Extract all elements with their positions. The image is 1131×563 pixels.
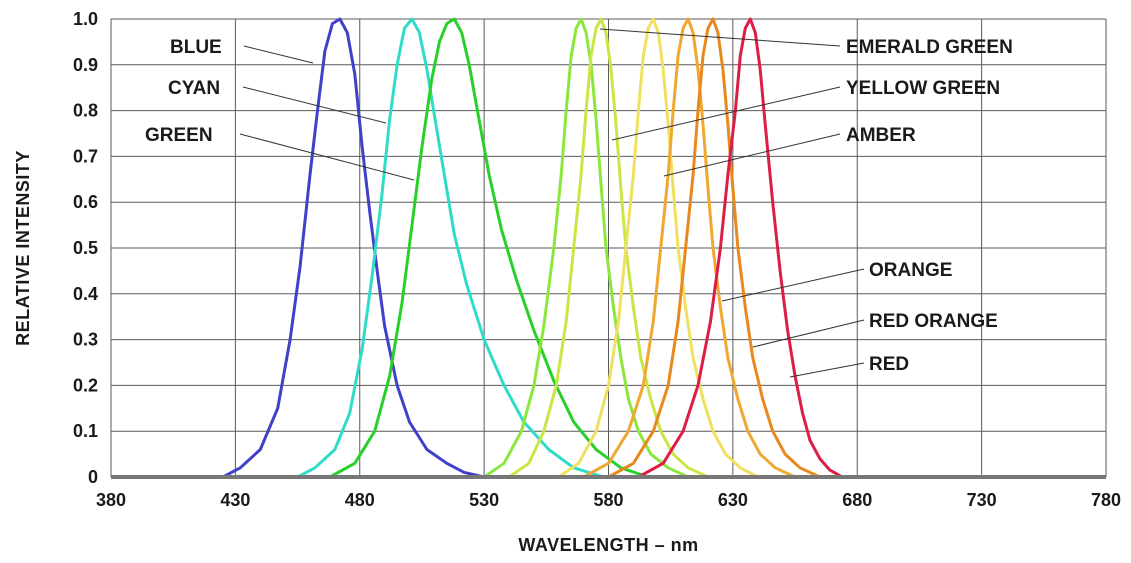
series-line-cyan (296, 17, 605, 479)
series-line-blue (221, 17, 486, 479)
y-tick-label: 0.3 (73, 330, 98, 350)
leader-line (239, 133, 415, 181)
series-label-orange: ORANGE (869, 260, 952, 281)
y-tick-label: 0.4 (73, 284, 98, 304)
leader-line (789, 362, 865, 378)
grid (110, 18, 1107, 478)
x-tick-label: 530 (469, 490, 499, 510)
y-tick-label: 0.9 (73, 55, 98, 75)
series-label-red: RED (869, 354, 909, 375)
x-tick-label: 380 (96, 490, 126, 510)
leader-line (611, 86, 841, 141)
series-label-emerald-green: EMERALD GREEN (846, 37, 1013, 58)
series-line-orange (582, 17, 797, 479)
series-label-yellow-green: YELLOW GREEN (846, 78, 1000, 99)
leader-line (599, 28, 841, 47)
leader-line (663, 133, 841, 177)
x-tick-label: 780 (1091, 490, 1121, 510)
series-label-cyan: CYAN (168, 78, 220, 99)
x-tick-label: 730 (967, 490, 997, 510)
x-tick-label: 430 (220, 490, 250, 510)
y-axis-title: RELATIVE INTENSITY (13, 150, 33, 346)
x-axis-baseline (111, 475, 1106, 479)
x-tick-label: 680 (842, 490, 872, 510)
y-axis-ticks: 0 0.1 0.2 0.3 0.4 0.5 0.6 0.7 0.8 0.9 1.0 (73, 9, 98, 487)
series-label-green: GREEN (145, 125, 213, 146)
leader-line (242, 86, 387, 124)
leader-line (721, 268, 865, 302)
x-axis-ticks: 380 430 480 530 580 630 680 730 780 (96, 490, 1121, 510)
series-label-amber: AMBER (846, 125, 916, 146)
x-tick-label: 580 (593, 490, 623, 510)
y-tick-label: 0.5 (73, 238, 98, 258)
x-tick-label: 630 (718, 490, 748, 510)
series-line-yellow-green (507, 17, 710, 479)
series-line-red-orange (607, 17, 822, 479)
series-label-red-orange: RED ORANGE (869, 311, 998, 332)
y-tick-label: 0 (88, 467, 98, 487)
leader-line (243, 45, 314, 64)
x-tick-label: 480 (345, 490, 375, 510)
y-tick-label: 0.6 (73, 192, 98, 212)
series-line-emerald-green (482, 17, 690, 479)
series-labels: BLUE CYAN GREEN EMERALD GREEN YELLOW GREEN AM… (145, 37, 1013, 375)
series-line-green (328, 17, 650, 479)
leader-line (752, 319, 865, 348)
y-tick-label: 1.0 (73, 9, 98, 29)
x-axis-title: WAVELENGTH – nm (518, 535, 698, 555)
y-tick-label: 0.2 (73, 375, 98, 395)
y-tick-label: 0.1 (73, 421, 98, 441)
label-leaders (239, 28, 865, 378)
y-tick-label: 0.7 (73, 146, 98, 166)
series-curves (221, 17, 844, 479)
series-label-blue: BLUE (170, 37, 222, 58)
y-tick-label: 0.8 (73, 101, 98, 121)
series-line-red (636, 17, 844, 479)
